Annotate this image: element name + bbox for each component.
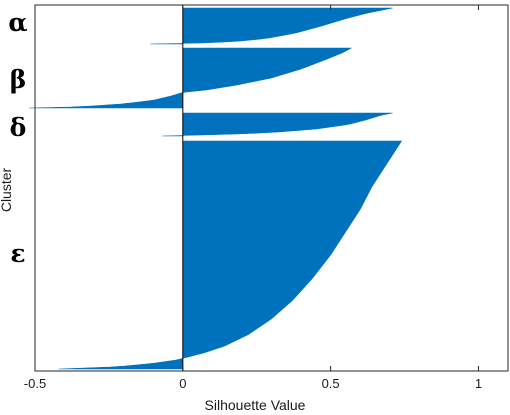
ticks-layer: -0.5 0 0.5 1 [24, 5, 482, 391]
x-tick-label: 1 [475, 376, 482, 391]
cluster-silhouette-bars-3 [162, 112, 393, 137]
labels-layer: αβδ ε [8, 8, 27, 268]
cluster-silhouette-bars-1 [150, 7, 393, 45]
x-tick-label: 0 [179, 376, 186, 391]
x-tick-label: 0.5 [322, 376, 340, 391]
cluster-silhouette-bars-4 [58, 140, 403, 370]
cluster-label-1: α [8, 8, 27, 37]
cluster-label-2: β [10, 65, 27, 94]
cluster-label-3: δ [10, 113, 27, 142]
plot-frame [34, 4, 509, 372]
y-axis-title: Cluster [0, 167, 14, 212]
cluster-silhouette-bars-2 [29, 47, 352, 109]
x-tick-label: -0.5 [24, 376, 46, 391]
x-axis-title: Silhouette Value [205, 397, 306, 413]
cluster-label-4: ε [10, 239, 25, 268]
bars-layer [29, 7, 403, 370]
